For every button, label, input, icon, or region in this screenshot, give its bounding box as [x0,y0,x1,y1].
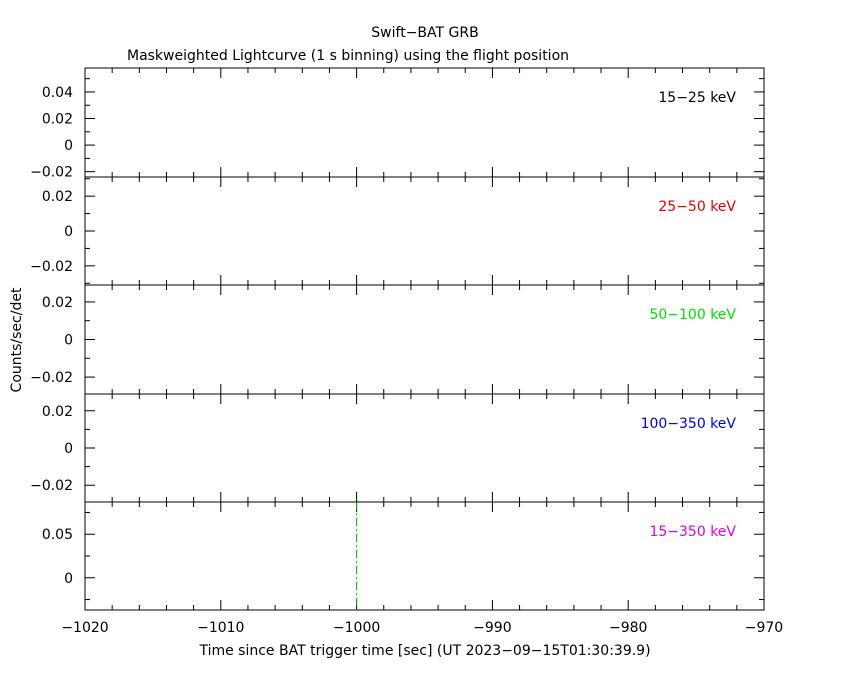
y-tick-label: 0 [64,138,73,154]
y-tick-label: 0 [64,571,73,587]
y-tick-label: 0 [64,333,73,349]
x-tick-label: −970 [745,620,783,636]
band-label: 50−100 keV [649,307,736,323]
band-label: 15−25 keV [658,90,736,106]
panel-frame [84,284,765,395]
y-tick-label: 0 [64,224,73,240]
y-tick-label: 0.04 [42,85,73,101]
y-tick-label: −0.02 [30,259,73,275]
y-tick-label: 0 [64,441,73,457]
chart-title: Swift−BAT GRB [371,25,478,41]
y-tick-label: −0.02 [30,165,73,181]
y-tick-label: −0.02 [30,370,73,386]
y-tick-label: 0.05 [42,527,73,543]
x-axis-label: Time since BAT trigger time [sec] (UT 20… [198,643,650,659]
band-label: 100−350 keV [641,416,737,432]
y-tick-label: −0.02 [30,478,73,494]
x-tick-label: −980 [609,620,647,636]
panel-frame [84,67,765,178]
panel-frame [84,176,765,286]
panel-frame [84,501,765,611]
y-tick-label: 0.02 [42,189,73,205]
x-tick-label: −1000 [333,620,380,636]
x-tick-label: −1010 [197,620,244,636]
y-tick-label: 0.02 [42,404,73,420]
band-label: 15−350 keV [649,524,736,540]
panels-group: −0.02 0 0.02 0.04 15−25 keV −0.02 0 0.02 25−50 k… [30,67,783,636]
y-axis-label: Counts/sec/det [9,287,25,392]
chart-subtitle: Maskweighted Lightcurve (1 s binning) us… [127,48,569,64]
y-tick-label: 0.02 [42,112,73,128]
y-tick-label: 0.02 [42,295,73,311]
band-label: 25−50 keV [658,199,736,215]
x-tick-label: −1020 [61,620,108,636]
x-tick-label: −990 [473,620,511,636]
panel-frame [84,393,765,503]
